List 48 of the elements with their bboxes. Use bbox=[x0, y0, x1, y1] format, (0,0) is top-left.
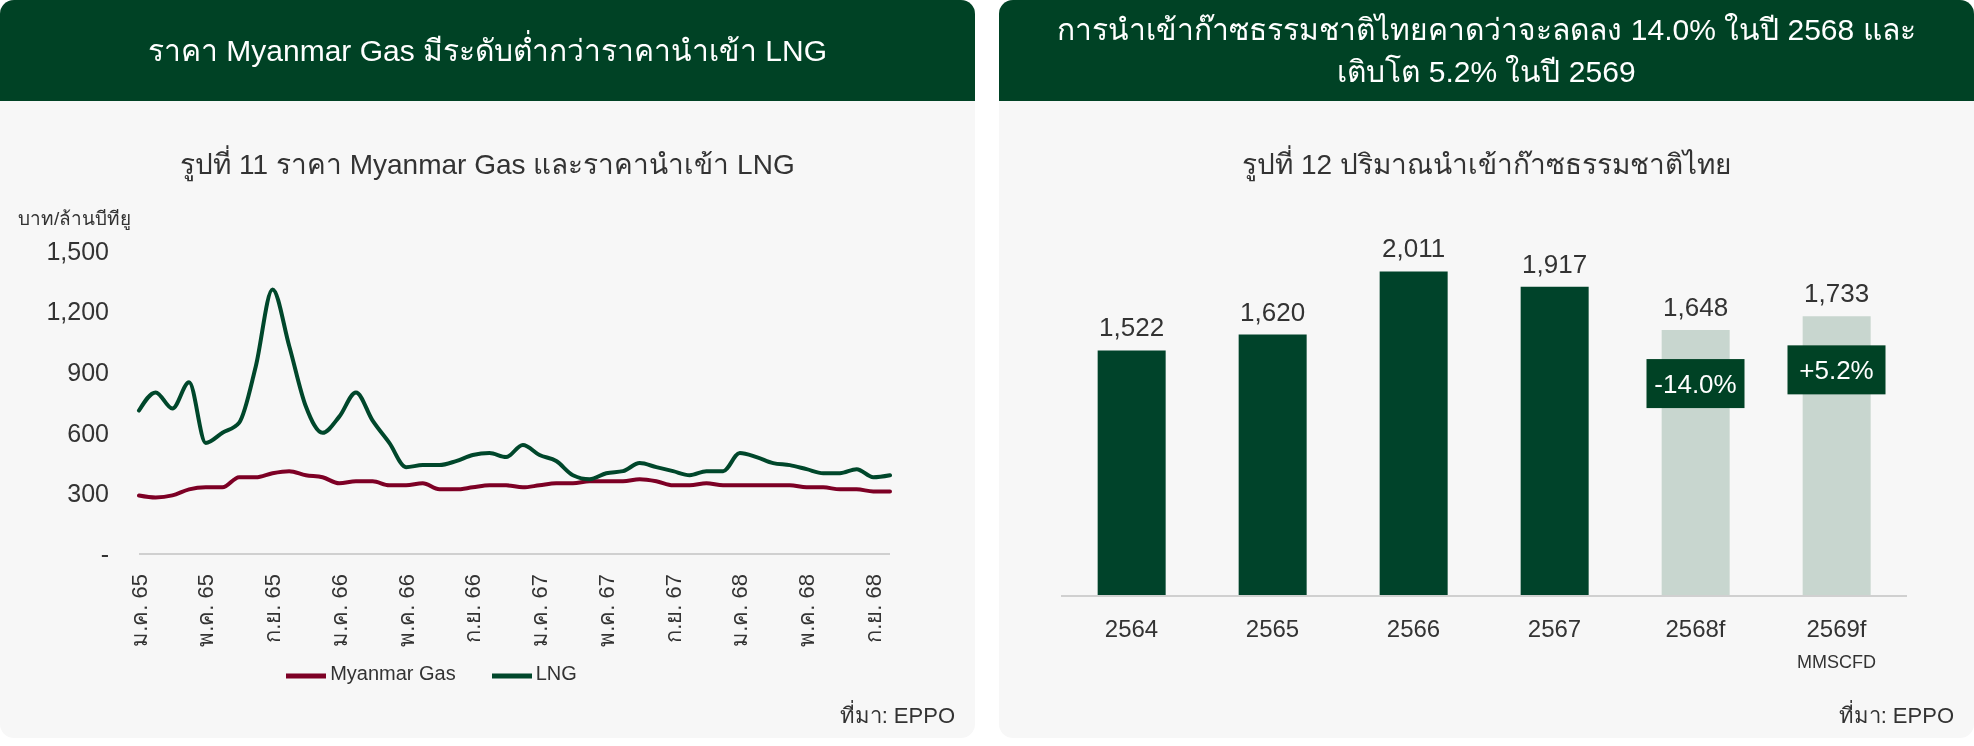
text: ที่มา: EPPO bbox=[839, 699, 955, 730]
x-tick-label: ม.ค. 67 bbox=[527, 574, 553, 647]
x-tick-label: ก.ย. 65 bbox=[260, 574, 286, 643]
x-tick-label: พ.ค. 65 bbox=[193, 574, 219, 647]
x-tick-label: 2565 bbox=[1245, 615, 1300, 643]
data-label: 1,522 bbox=[1099, 312, 1165, 343]
y-tick-label: 300 bbox=[67, 479, 109, 508]
x-tick-label: 2566 bbox=[1386, 615, 1441, 643]
text: ที่มา: EPPO bbox=[1838, 699, 1954, 730]
data-label: 1,648 bbox=[1663, 292, 1729, 323]
x-tick-label: 2564 bbox=[1104, 615, 1159, 643]
legend-label: Myanmar Gas bbox=[330, 662, 456, 685]
text: MMSCFD bbox=[1796, 652, 1877, 673]
x-tick-label: พ.ค. 67 bbox=[593, 574, 619, 647]
bar bbox=[1520, 286, 1589, 596]
data-label: 1,733 bbox=[1804, 278, 1870, 309]
x-tick-label: ก.ย. 68 bbox=[860, 574, 886, 643]
y-tick-label: 1,200 bbox=[46, 297, 109, 326]
x-tick-label: ก.ย. 67 bbox=[660, 574, 686, 643]
line-series bbox=[137, 469, 892, 500]
data-label: 2,011 bbox=[1382, 233, 1446, 264]
y-tick-label: 1,500 bbox=[46, 236, 109, 265]
data-label: 1,620 bbox=[1240, 296, 1306, 327]
x-tick-label: พ.ค. 68 bbox=[794, 574, 820, 647]
x-tick-label: ก.ย. 66 bbox=[460, 574, 486, 643]
annotation: +5.2% bbox=[1799, 354, 1874, 385]
line-series bbox=[137, 287, 892, 482]
y-tick-label: 900 bbox=[67, 358, 109, 387]
y-axis-title: บาท/ล้านบีทียู bbox=[18, 207, 132, 232]
x-tick-label: 2569f bbox=[1806, 615, 1867, 643]
x-tick-label: 2568f bbox=[1665, 615, 1726, 643]
x-tick-label: ม.ค. 65 bbox=[126, 574, 152, 647]
data-label: 1,917 bbox=[1522, 248, 1588, 279]
chart-title: ราคา Myanmar Gas มีระดับต่ำกว่าราคานำเข้า LNG bbox=[0, 0, 975, 101]
bar bbox=[1238, 334, 1307, 596]
chart-subtitle: รูปที่ 11 ราคา Myanmar Gas และราคานำเข้า LNG bbox=[179, 144, 796, 184]
legend-label: LNG bbox=[535, 662, 577, 685]
x-tick-label: พ.ค. 66 bbox=[393, 574, 419, 647]
chart-title: การนำเข้าก๊าซธรรมชาติไทยคาดว่าจะลดลง 14.0% ในปี 2568 และเติบโต 5.2% ในปี 2569 bbox=[999, 0, 1974, 101]
bar bbox=[1379, 271, 1448, 596]
x-tick-label: ม.ค. 68 bbox=[727, 574, 753, 647]
x-tick-label: 2567 bbox=[1527, 615, 1582, 643]
y-tick-label: 600 bbox=[67, 418, 109, 447]
y-tick-label: - bbox=[100, 539, 109, 568]
chart-subtitle: รูปที่ 12 ปริมาณนำเข้าก๊าซธรรมชาติไทย bbox=[1241, 144, 1732, 184]
annotation: -14.0% bbox=[1654, 368, 1737, 399]
x-tick-label: ม.ค. 66 bbox=[326, 574, 352, 647]
bar bbox=[1097, 350, 1166, 596]
